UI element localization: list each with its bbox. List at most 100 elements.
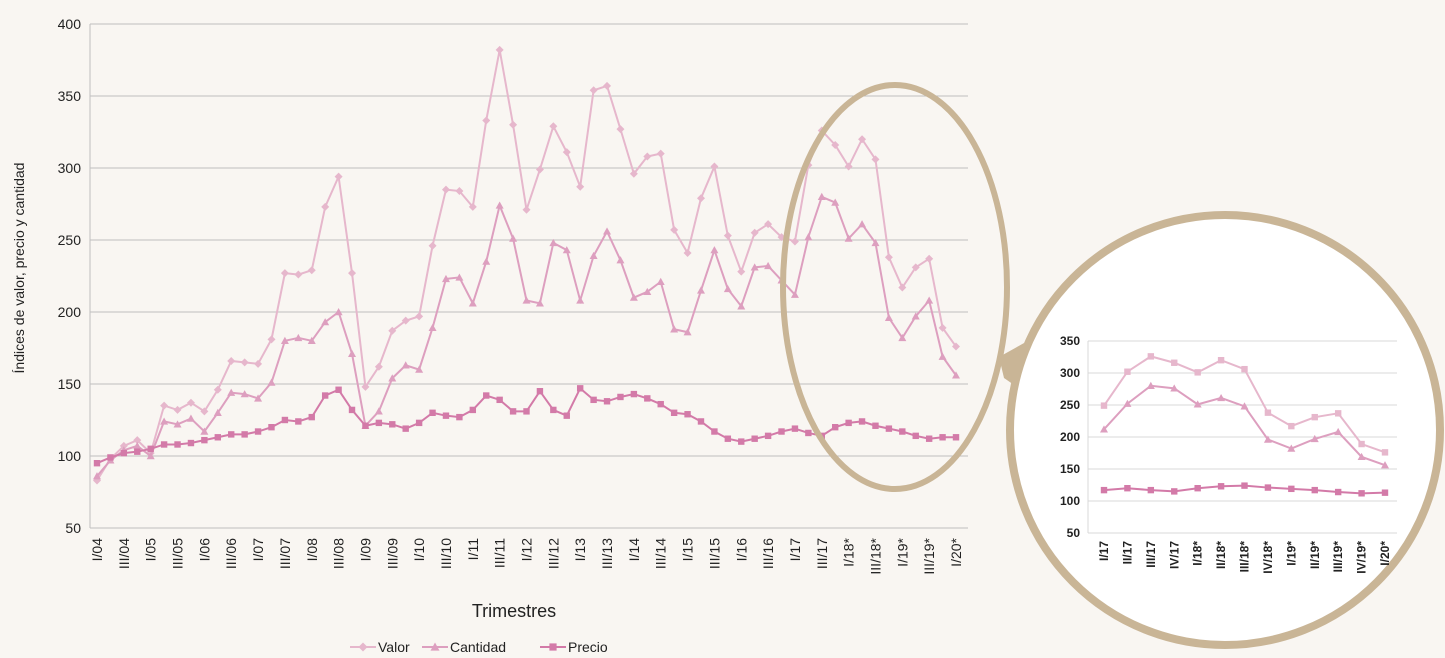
x-tick-label: III/10	[438, 538, 454, 569]
x-tick-label: III/09	[384, 538, 400, 569]
inset-y-tick-label: 300	[1060, 366, 1080, 380]
inset-series-cantidad	[1100, 381, 1389, 469]
data-point	[844, 162, 853, 171]
y-tick-label: 250	[58, 232, 82, 248]
inset-data-point	[1381, 489, 1389, 496]
data-point	[899, 428, 906, 435]
data-point	[643, 287, 652, 296]
data-point	[483, 392, 490, 399]
legend-marker	[549, 643, 557, 651]
data-point	[254, 359, 263, 368]
data-point	[241, 431, 248, 438]
data-point	[374, 362, 383, 371]
data-point	[696, 286, 705, 294]
data-point	[375, 419, 383, 427]
x-tick-label: I/05	[143, 538, 159, 562]
x-tick-label: I/12	[519, 538, 535, 562]
inset-x-tick-label: I/17	[1097, 541, 1111, 561]
inset-x-tick-label: II/17	[1120, 541, 1134, 565]
series-precio	[93, 385, 960, 467]
data-point	[764, 261, 773, 270]
inset-data-point	[1241, 365, 1248, 373]
inset-x-tick-label: IV/19*	[1355, 541, 1369, 574]
inset-data-point	[1311, 413, 1318, 421]
data-point	[737, 267, 746, 276]
inset-y-tick-label: 150	[1060, 462, 1080, 476]
data-point	[348, 406, 356, 414]
x-tick-label: I/08	[304, 538, 320, 562]
legend-marker	[430, 642, 440, 651]
inset-data-point	[1124, 368, 1131, 375]
data-point	[805, 429, 812, 437]
inset-y-tick-label: 50	[1067, 526, 1081, 540]
data-point	[307, 266, 316, 275]
y-tick-label: 200	[58, 304, 82, 320]
data-point	[952, 371, 960, 379]
data-point	[348, 349, 357, 357]
data-point	[683, 328, 692, 336]
data-point	[468, 202, 477, 211]
data-point	[134, 448, 141, 455]
y-tick-label: 150	[58, 376, 82, 392]
data-point	[858, 135, 867, 144]
data-point	[939, 434, 946, 441]
inset-data-point	[1334, 427, 1343, 436]
x-tick-label: III/13	[599, 538, 615, 569]
data-point	[200, 407, 209, 416]
data-point	[441, 274, 450, 283]
data-point	[240, 358, 249, 367]
data-point	[871, 238, 880, 247]
data-point	[227, 388, 236, 396]
data-point	[441, 185, 450, 194]
legend: Valor Cantidad Precio	[350, 639, 608, 655]
data-point	[456, 413, 463, 421]
data-point	[294, 333, 303, 342]
data-point	[267, 378, 276, 386]
x-tick-label: III/05	[170, 538, 186, 569]
data-point	[160, 417, 169, 425]
x-tick-label: III/19*	[921, 537, 937, 574]
inset-data-point	[1264, 409, 1272, 416]
data-point	[576, 385, 584, 392]
inset-data-point	[1241, 482, 1248, 489]
data-point	[401, 361, 410, 369]
x-axis-title: Trimestres	[472, 601, 556, 621]
data-point	[280, 269, 289, 278]
data-point	[509, 408, 517, 415]
inset-data-point	[1171, 488, 1178, 495]
data-point	[455, 187, 464, 196]
inset-y-tick-label: 250	[1060, 398, 1080, 412]
data-point	[723, 231, 732, 240]
series-line-valor	[96, 49, 957, 482]
data-point	[603, 227, 612, 235]
data-point	[912, 432, 919, 440]
data-point	[174, 441, 181, 448]
inset-chart: 50 100 150 200 250 300 350 I/17 II/17 III/17 IV/17…	[1006, 211, 1444, 649]
data-point	[160, 401, 169, 410]
data-point	[535, 165, 544, 174]
data-point	[616, 125, 625, 134]
legend-label: Precio	[568, 639, 608, 655]
data-point	[670, 225, 679, 234]
data-point	[670, 325, 679, 333]
data-point	[509, 234, 518, 242]
data-point	[186, 414, 195, 422]
x-tick-label: III/07	[277, 538, 293, 569]
data-point	[603, 398, 611, 405]
data-point	[186, 398, 195, 407]
y-tick-label: 100	[58, 448, 82, 464]
x-tick-label: I/07	[250, 538, 266, 562]
data-point	[522, 296, 531, 304]
data-point	[334, 308, 343, 316]
data-point	[388, 326, 397, 335]
data-point	[201, 436, 208, 444]
data-point	[240, 390, 249, 398]
data-point	[684, 411, 691, 418]
data-point	[832, 424, 839, 431]
y-tick-label: 400	[58, 16, 82, 32]
data-point	[858, 418, 866, 425]
data-point	[898, 333, 907, 342]
y-tick-label: 50	[65, 520, 81, 536]
data-point	[696, 194, 705, 203]
inset-data-point	[1194, 369, 1201, 376]
